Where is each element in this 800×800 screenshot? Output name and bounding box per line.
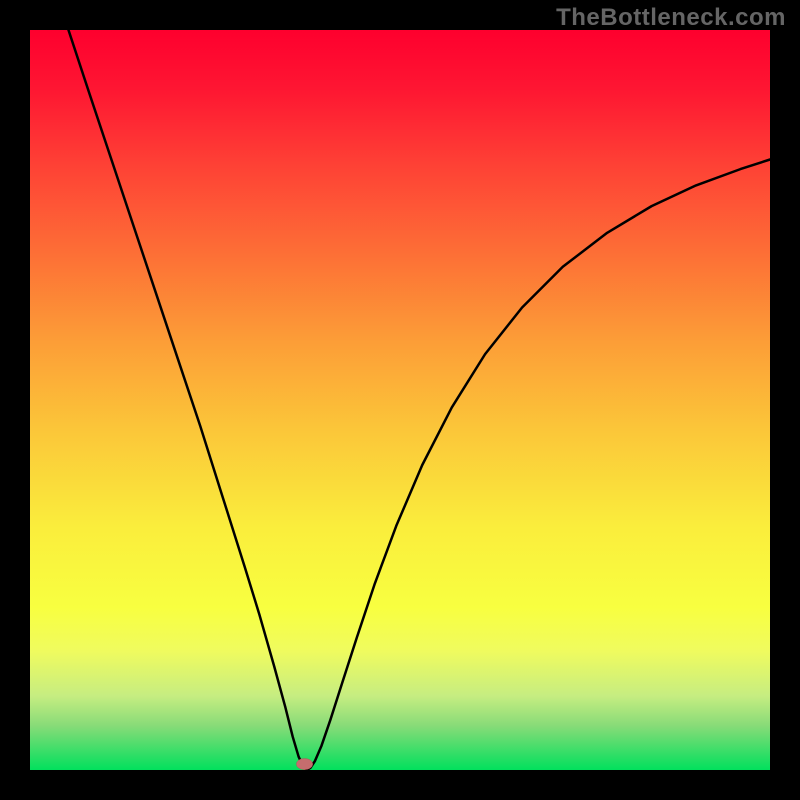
optimum-marker [296,759,312,770]
chart-svg [0,0,800,800]
chart-frame: TheBottleneck.com [0,0,800,800]
plot-background [30,30,770,770]
